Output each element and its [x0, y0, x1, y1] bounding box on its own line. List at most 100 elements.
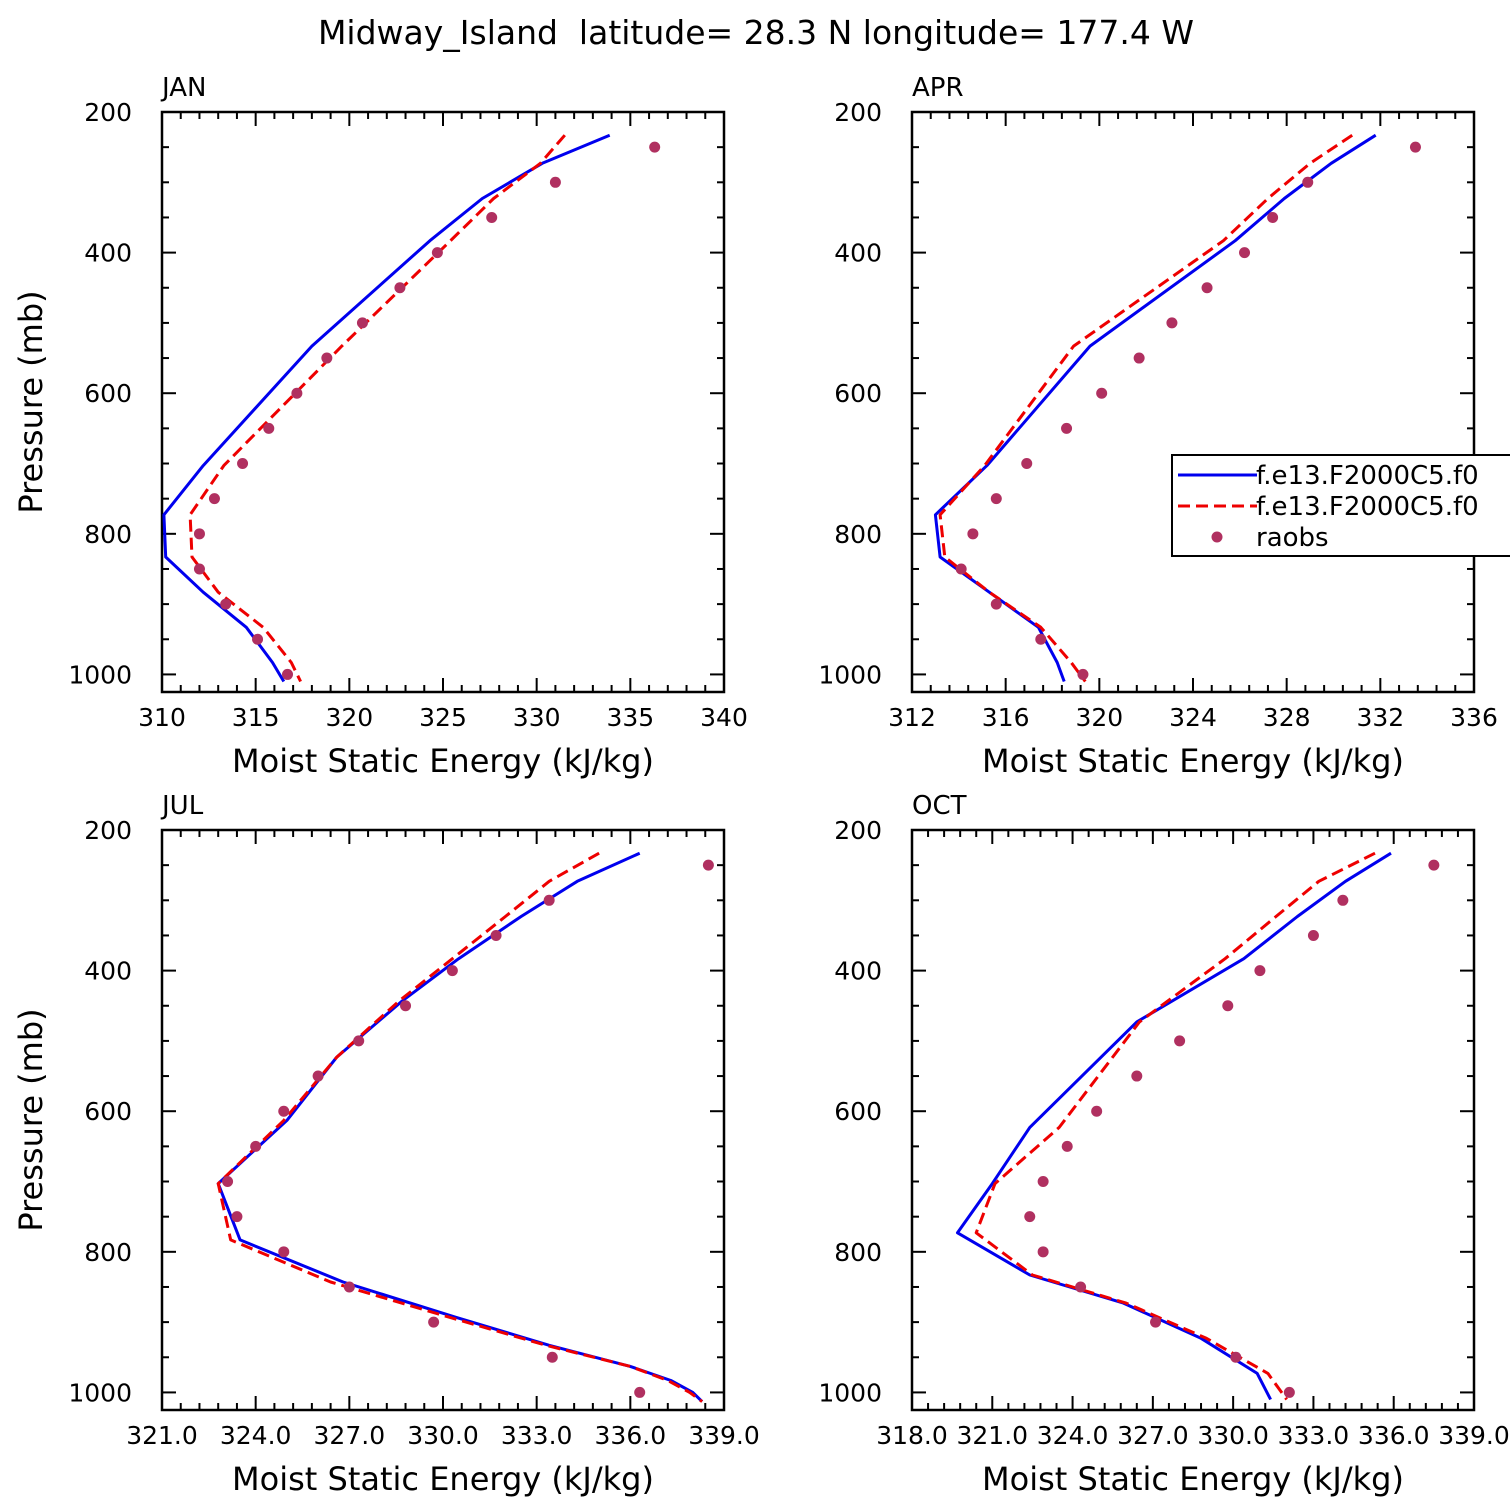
y-tick-label: 200 [84, 98, 132, 127]
x-tick-label: 321.0 [126, 1421, 198, 1450]
y-tick-label: 600 [834, 1097, 882, 1126]
raobs-point [250, 1140, 262, 1152]
raobs-point [193, 528, 205, 540]
raobs-point [1267, 211, 1279, 223]
y-tick-label: 200 [834, 816, 882, 845]
plot-frame [910, 828, 1476, 1412]
plot-frame [160, 110, 726, 694]
y-tick-label: 800 [834, 520, 882, 549]
model-line-dashed [188, 134, 566, 683]
raobs-point [1201, 282, 1213, 294]
raobs-point [312, 1070, 324, 1082]
x-axis-label: Moist Static Energy (kJ/kg) [232, 742, 654, 780]
model-line-dashed [974, 851, 1376, 1401]
y-tick-label: 800 [84, 520, 132, 549]
raobs-point [1077, 668, 1089, 680]
x-tick-label: 328 [1263, 703, 1311, 732]
raobs-point [1254, 965, 1266, 977]
raobs-point [1337, 894, 1349, 906]
raobs-point [1428, 859, 1440, 871]
raobs-point [193, 563, 205, 575]
raobs-point [702, 859, 714, 871]
y-tick-label: 400 [834, 239, 882, 268]
y-tick-label: 600 [834, 379, 882, 408]
raobs-point [356, 317, 368, 329]
y-tick-label: 1000 [818, 1378, 882, 1407]
raobs-point [321, 352, 333, 364]
legend-label: f.e13.F2000C5.f0 [1256, 461, 1479, 491]
raobs-point [1061, 1140, 1073, 1152]
raobs-point [237, 458, 249, 470]
raobs-point [546, 1351, 558, 1363]
raobs-point [1239, 247, 1251, 259]
x-axis-label: Moist Static Energy (kJ/kg) [232, 1460, 654, 1498]
y-tick-label: 400 [834, 957, 882, 986]
raobs-point [1131, 1070, 1143, 1082]
x-tick-label: 340 [700, 703, 748, 732]
raobs-point [1166, 317, 1178, 329]
y-tick-label: 200 [834, 98, 882, 127]
raobs-point [282, 668, 294, 680]
raobs-point [278, 1246, 290, 1258]
x-tick-label: 327.0 [1117, 1421, 1189, 1450]
x-tick-label: 336 [1450, 703, 1498, 732]
x-tick-label: 316 [982, 703, 1030, 732]
raobs-point [1150, 1316, 1162, 1328]
x-tick-label: 324 [1169, 703, 1217, 732]
raobs-point [400, 1000, 412, 1012]
x-tick-label: 325 [419, 703, 467, 732]
raobs-point [343, 1281, 355, 1293]
model-line-solid [933, 133, 1377, 683]
raobs-point [446, 965, 458, 977]
raobs-point [394, 282, 406, 294]
panel-apr: APR 312 316 320 324 328 332 336 200 400 600 800 1000… [818, 73, 1510, 780]
x-axis-label: Moist Static Energy (kJ/kg) [982, 742, 1404, 780]
raobs-point [428, 1316, 440, 1328]
raobs-point [1091, 1105, 1103, 1117]
plot-frame [160, 828, 726, 1412]
panel-title: JAN [160, 73, 206, 103]
panel-title: APR [912, 73, 964, 103]
raobs-point [252, 633, 264, 645]
x-tick-label: 310 [138, 703, 186, 732]
y-tick-label: 1000 [818, 660, 882, 689]
raobs-point [1096, 387, 1108, 399]
x-axis-label: Moist Static Energy (kJ/kg) [982, 1460, 1404, 1498]
panel-jul: JUL 321.0 324.0 327.0 330.0 333.0 336.0 339.0 20… [12, 791, 760, 1498]
raobs-point [1133, 352, 1145, 364]
raobs-point [1409, 141, 1421, 153]
x-tick-label: 333.0 [1278, 1421, 1350, 1450]
y-tick-label: 1000 [68, 660, 132, 689]
raobs-point [208, 493, 220, 505]
raobs-point [1075, 1281, 1087, 1293]
raobs-point [1037, 1176, 1049, 1188]
model-line-dashed [216, 851, 703, 1403]
x-tick-label: 324.0 [1037, 1421, 1109, 1450]
y-tick-label: 1000 [68, 1378, 132, 1407]
x-tick-label: 339.0 [1438, 1421, 1510, 1450]
x-tick-label: 330.0 [1197, 1421, 1269, 1450]
x-tick-label: 320 [325, 703, 373, 732]
raobs-point [634, 1386, 646, 1398]
y-tick-label: 400 [84, 957, 132, 986]
x-tick-label: 315 [232, 703, 280, 732]
y-axis-label: Pressure (mb) [12, 290, 50, 513]
panel-oct: OCT 318.0 321.0 324.0 327.0 330.0 333.0 336.0 33… [818, 791, 1509, 1498]
raobs-point [1021, 458, 1033, 470]
x-tick-label: 335 [606, 703, 654, 732]
figure-title: Midway_Island latitude= 28.3 N longitude… [318, 13, 1194, 52]
raobs-point [1037, 1246, 1049, 1258]
raobs-point [543, 894, 555, 906]
raobs-point [967, 528, 979, 540]
x-tick-label: 318.0 [876, 1421, 948, 1450]
raobs-point [353, 1035, 365, 1047]
raobs-point [955, 563, 967, 575]
x-tick-label: 336.0 [595, 1421, 667, 1450]
raobs-point [490, 929, 502, 941]
raobs-point [1061, 422, 1073, 434]
y-axis-label: Pressure (mb) [12, 1008, 50, 1231]
panel-title: JUL [160, 791, 204, 821]
x-tick-label: 320 [1075, 703, 1123, 732]
x-tick-label: 339.0 [688, 1421, 760, 1450]
